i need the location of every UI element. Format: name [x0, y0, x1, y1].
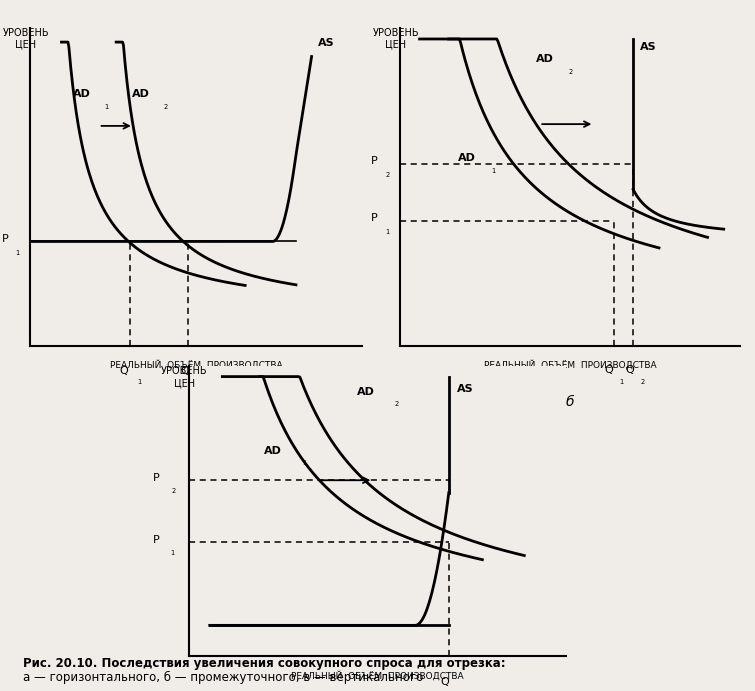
- Text: Q: Q: [119, 366, 128, 376]
- Text: $_2$: $_2$: [171, 486, 176, 495]
- Y-axis label: УРОВЕНЬ
ЦЕН: УРОВЕНЬ ЦЕН: [3, 28, 49, 49]
- Text: б: б: [565, 395, 575, 409]
- Text: $_2$: $_2$: [385, 170, 390, 180]
- X-axis label: РЕАЛЬНЫЙ  ОБЪЁМ  ПРОИЗВОДСТВА: РЕАЛЬНЫЙ ОБЪЁМ ПРОИЗВОДСТВА: [291, 670, 464, 680]
- Text: AD: AD: [73, 89, 91, 99]
- Text: $_2$: $_2$: [569, 67, 574, 77]
- Text: AS: AS: [458, 384, 474, 394]
- Text: Q: Q: [625, 366, 634, 375]
- X-axis label: РЕАЛЬНЫЙ  ОБЪЁМ  ПРОИЗВОДСТВА: РЕАЛЬНЫЙ ОБЪЁМ ПРОИЗВОДСТВА: [110, 359, 282, 369]
- Y-axis label: УРОВЕНЬ
ЦЕН: УРОВЕНЬ ЦЕН: [162, 366, 208, 388]
- Text: AD: AD: [264, 446, 282, 456]
- Text: P: P: [371, 156, 378, 166]
- Text: P: P: [371, 213, 378, 223]
- Text: $_1$: $_1$: [619, 377, 624, 387]
- Text: Q: Q: [605, 366, 613, 375]
- Text: $_2$: $_2$: [197, 377, 203, 387]
- Text: $_2$: $_2$: [640, 377, 646, 387]
- Text: AS: AS: [639, 42, 656, 53]
- Text: $_1$: $_1$: [491, 166, 497, 176]
- Text: $_1$: $_1$: [385, 227, 390, 237]
- Text: $_1$: $_1$: [171, 548, 176, 558]
- Text: $_2$: $_2$: [394, 399, 400, 409]
- Text: AD: AD: [356, 387, 374, 397]
- Text: $_2$: $_2$: [163, 102, 168, 113]
- Text: $_1$: $_1$: [302, 459, 308, 468]
- Text: AS: AS: [317, 38, 334, 48]
- X-axis label: РЕАЛЬНЫЙ  ОБЪЁМ  ПРОИЗВОДСТВА: РЕАЛЬНЫЙ ОБЪЁМ ПРОИЗВОДСТВА: [484, 359, 656, 369]
- Text: P: P: [153, 473, 159, 482]
- Text: $_1$: $_1$: [137, 377, 143, 387]
- Text: AD: AD: [132, 89, 149, 99]
- Text: P: P: [2, 234, 9, 244]
- Text: AD: AD: [536, 54, 554, 64]
- Text: AD: AD: [458, 153, 476, 163]
- Text: $_1$: $_1$: [104, 102, 110, 113]
- Text: $_1$: $_1$: [14, 248, 20, 258]
- Text: а — горизонтального, б — промежуточного, в — вертикального: а — горизонтального, б — промежуточного,…: [23, 671, 423, 684]
- Text: P: P: [153, 535, 159, 545]
- Y-axis label: УРОВЕНЬ
ЦЕН: УРОВЕНЬ ЦЕН: [373, 28, 419, 49]
- Text: Рис. 20.10. Последствия увеличения совокупного спроса для отрезка:: Рис. 20.10. Последствия увеличения совок…: [23, 657, 505, 670]
- Text: Q: Q: [440, 677, 449, 687]
- Text: Q: Q: [180, 366, 189, 376]
- Text: а: а: [192, 395, 201, 409]
